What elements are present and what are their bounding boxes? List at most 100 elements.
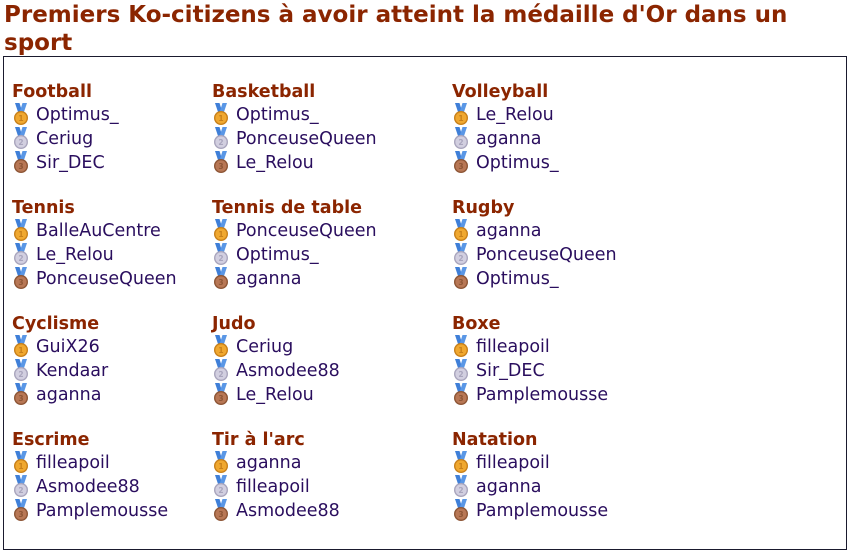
svg-text:3: 3 (18, 162, 23, 171)
winner-name: PonceuseQueen (236, 129, 377, 149)
gold-medal-icon: 1 (11, 451, 31, 475)
winner-name: Pamplemousse (476, 501, 609, 521)
sport-tennis: Tennis 1 BalleAuCentre 2 Le_Relou 3 PonceuseQu… (11, 197, 211, 313)
medal-row: 1 Optimus_ (211, 103, 451, 127)
svg-text:2: 2 (218, 486, 223, 495)
medal-row: 3 Asmodee88 (211, 499, 451, 523)
bronze-medal-icon: 3 (11, 499, 31, 523)
svg-text:2: 2 (218, 370, 223, 379)
silver-medal-icon: 2 (211, 243, 231, 267)
winner-name: Pamplemousse (476, 385, 609, 405)
bronze-medal-icon: 3 (11, 383, 31, 407)
medal-row: 1 aganna (451, 219, 691, 243)
silver-medal-icon: 2 (211, 475, 231, 499)
medal-row: 2 aganna (451, 475, 691, 499)
svg-text:3: 3 (218, 162, 223, 171)
bronze-medal-icon: 3 (11, 267, 31, 291)
medal-row: 3 Pamplemousse (11, 499, 211, 523)
svg-text:2: 2 (18, 254, 23, 263)
medal-row: 1 filleapoil (451, 451, 691, 475)
svg-text:3: 3 (458, 394, 463, 403)
winner-name: GuiX26 (36, 337, 100, 357)
medal-row: 1 PonceuseQueen (211, 219, 451, 243)
svg-text:1: 1 (18, 346, 23, 355)
gold-medal-icon: 1 (451, 103, 471, 127)
sport-basketball: Basketball 1 Optimus_ 2 PonceuseQueen 3 Le_Rel… (211, 81, 451, 197)
svg-text:3: 3 (18, 394, 23, 403)
sport-title: Volleyball (452, 82, 549, 102)
medal-row: 3 Sir_DEC (11, 151, 211, 175)
svg-text:2: 2 (458, 486, 463, 495)
svg-text:3: 3 (218, 394, 223, 403)
winner-name: Optimus_ (476, 153, 559, 173)
bronze-medal-icon: 3 (211, 267, 231, 291)
sports-grid: Football 1 Optimus_ 2 Ceriug 3 Sir_DEC Basketba… (11, 81, 691, 545)
bronze-medal-icon: 3 (451, 383, 471, 407)
sport-volleyball: Volleyball 1 Le_Relou 2 aganna 3 Optimus_ (451, 81, 691, 197)
winner-name: Optimus_ (236, 245, 319, 265)
medal-row: 1 filleapoil (11, 451, 211, 475)
bronze-medal-icon: 3 (451, 499, 471, 523)
sport-judo: Judo 1 Ceriug 2 Asmodee88 3 Le_Relou (211, 313, 451, 429)
svg-text:1: 1 (218, 230, 223, 239)
winner-name: Le_Relou (236, 153, 314, 173)
bronze-medal-icon: 3 (451, 267, 471, 291)
medal-row: 3 Le_Relou (211, 383, 451, 407)
medal-row: 2 Asmodee88 (211, 359, 451, 383)
winner-name: aganna (476, 221, 542, 241)
medal-row: 2 Optimus_ (211, 243, 451, 267)
winner-name: Sir_DEC (476, 361, 545, 381)
medal-row: 1 aganna (211, 451, 451, 475)
winner-name: Asmodee88 (36, 477, 140, 497)
gold-medal-icon: 1 (211, 335, 231, 359)
silver-medal-icon: 2 (451, 127, 471, 151)
medal-row: 2 Ceriug (11, 127, 211, 151)
svg-text:3: 3 (458, 510, 463, 519)
bronze-medal-icon: 3 (11, 151, 31, 175)
sport-football: Football 1 Optimus_ 2 Ceriug 3 Sir_DEC (11, 81, 211, 197)
sport-title: Boxe (452, 314, 501, 334)
medal-table: Football 1 Optimus_ 2 Ceriug 3 Sir_DEC Basketba… (3, 56, 847, 550)
silver-medal-icon: 2 (451, 359, 471, 383)
gold-medal-icon: 1 (11, 335, 31, 359)
sport-escrime: Escrime 1 filleapoil 2 Asmodee88 3 Pamplemouss… (11, 429, 211, 545)
medal-row: 3 Pamplemousse (451, 383, 691, 407)
silver-medal-icon: 2 (211, 359, 231, 383)
medal-row: 2 Le_Relou (11, 243, 211, 267)
sport-title: Tir à l'arc (212, 430, 305, 450)
svg-text:2: 2 (18, 138, 23, 147)
winner-name: aganna (236, 269, 302, 289)
winner-name: Ceriug (36, 129, 94, 149)
medal-row: 2 Sir_DEC (451, 359, 691, 383)
svg-text:1: 1 (218, 462, 223, 471)
silver-medal-icon: 2 (211, 127, 231, 151)
bronze-medal-icon: 3 (211, 151, 231, 175)
medal-row: 3 Optimus_ (451, 151, 691, 175)
svg-text:3: 3 (458, 278, 463, 287)
svg-text:1: 1 (18, 230, 23, 239)
svg-text:3: 3 (458, 162, 463, 171)
winner-name: Le_Relou (36, 245, 114, 265)
gold-medal-icon: 1 (11, 103, 31, 127)
winner-name: Optimus_ (236, 105, 319, 125)
medal-row: 3 Le_Relou (211, 151, 451, 175)
medal-row: 2 filleapoil (211, 475, 451, 499)
winner-name: Asmodee88 (236, 361, 340, 381)
sport-cyclisme: Cyclisme 1 GuiX26 2 Kendaar 3 aganna (11, 313, 211, 429)
bronze-medal-icon: 3 (211, 383, 231, 407)
medal-row: 3 aganna (11, 383, 211, 407)
sport-title: Natation (452, 430, 538, 450)
silver-medal-icon: 2 (11, 475, 31, 499)
svg-text:1: 1 (218, 346, 223, 355)
winner-name: Optimus_ (476, 269, 559, 289)
svg-text:1: 1 (18, 462, 23, 471)
gold-medal-icon: 1 (11, 219, 31, 243)
gold-medal-icon: 1 (451, 451, 471, 475)
svg-text:2: 2 (18, 370, 23, 379)
medal-row: 1 BalleAuCentre (11, 219, 211, 243)
svg-text:1: 1 (458, 462, 463, 471)
sport-title: Rugby (452, 198, 515, 218)
medal-row: 3 Pamplemousse (451, 499, 691, 523)
svg-text:2: 2 (218, 138, 223, 147)
medal-row: 1 Ceriug (211, 335, 451, 359)
